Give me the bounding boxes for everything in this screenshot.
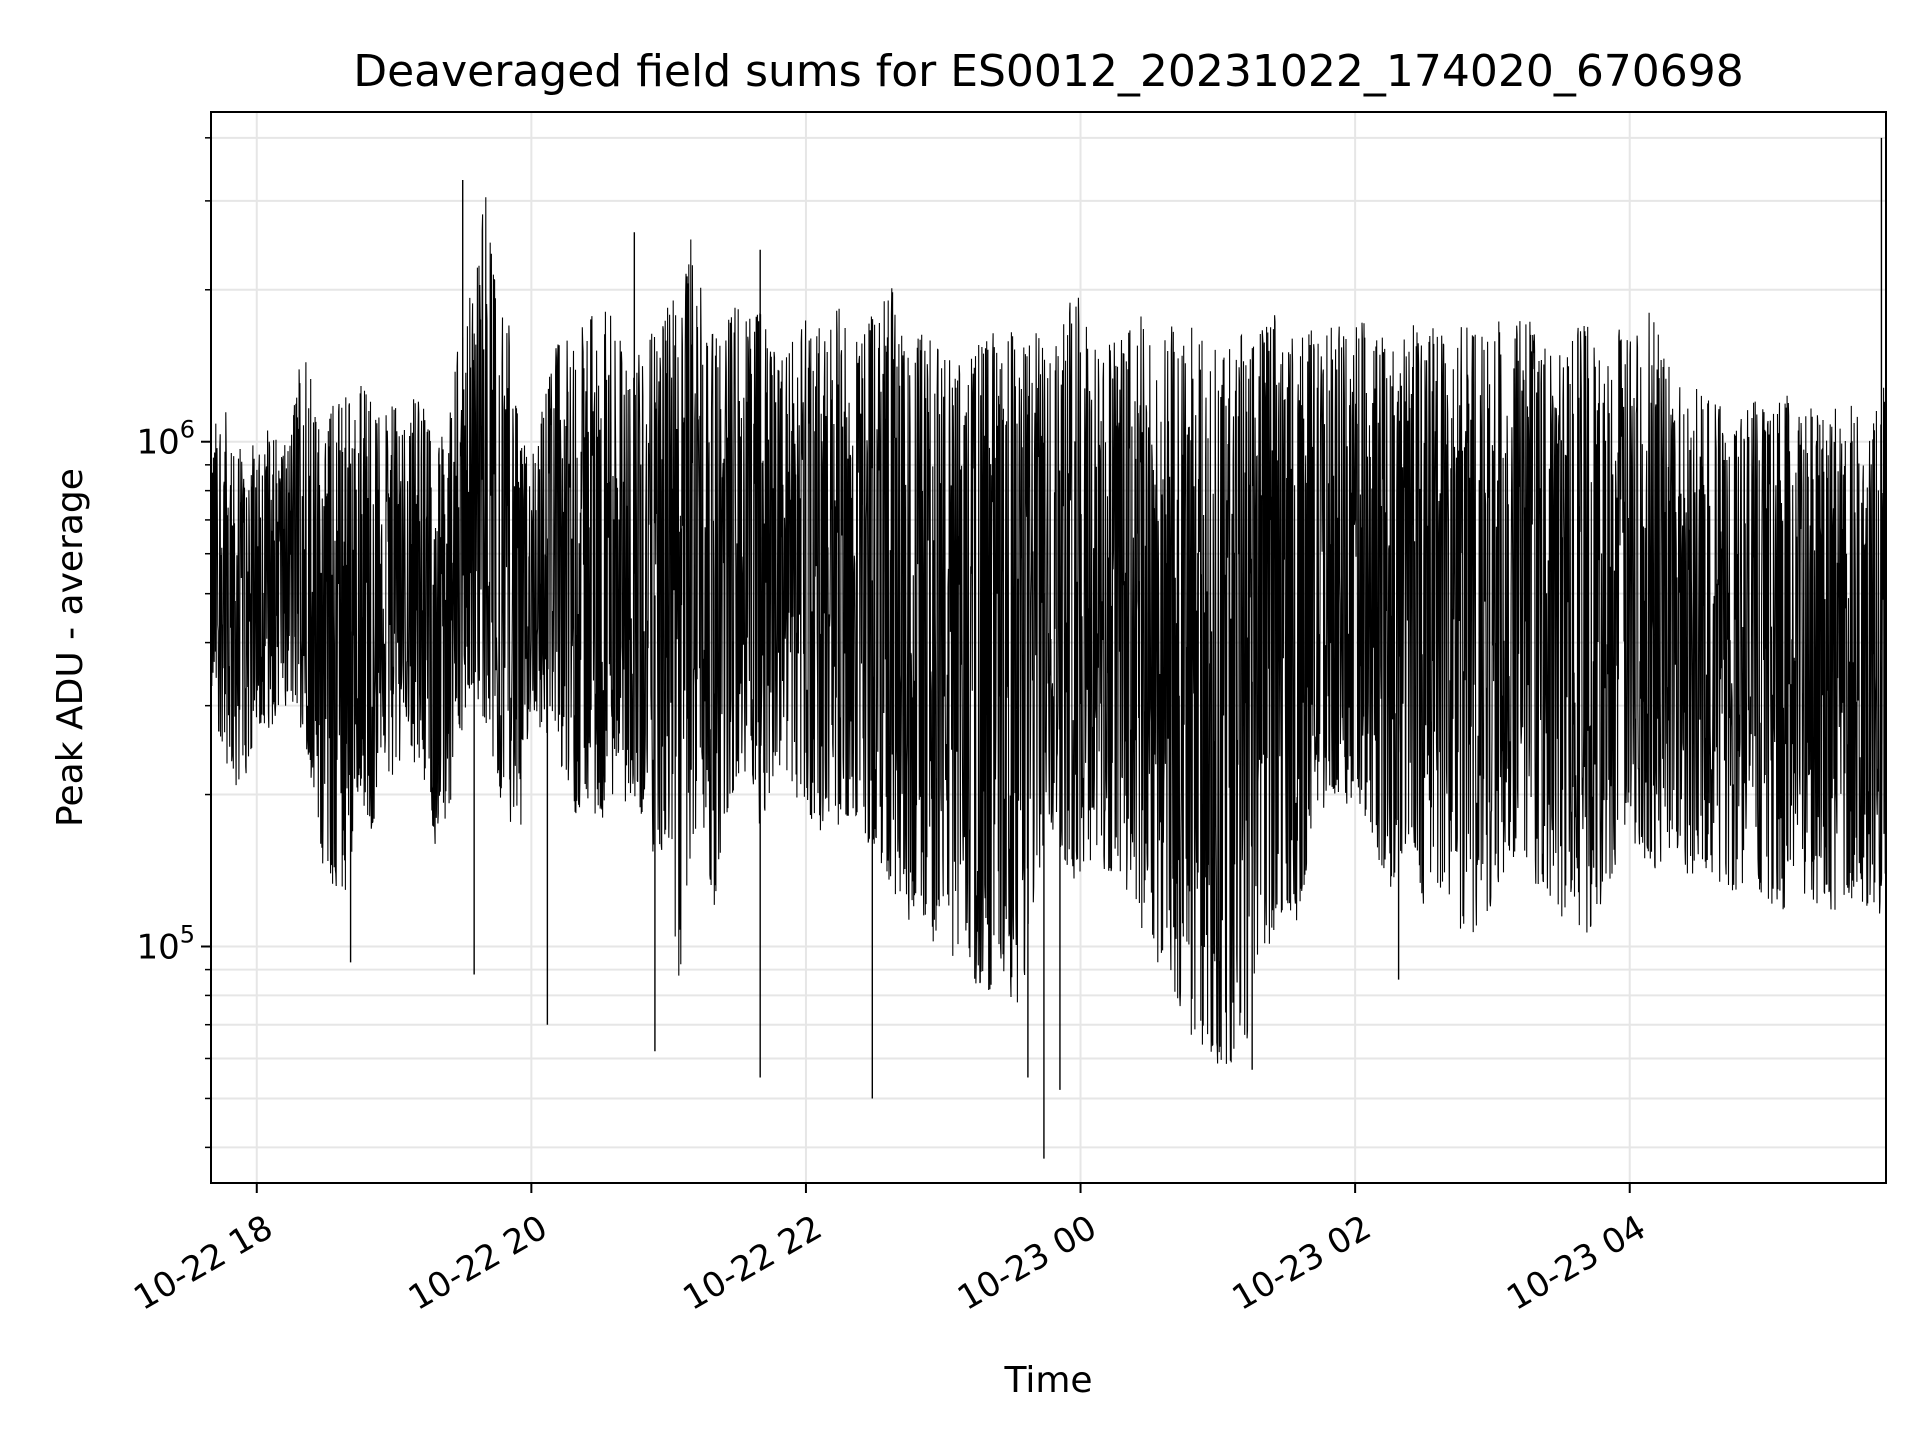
data-series (211, 137, 1886, 1159)
y-tick-label: 106 (136, 416, 195, 463)
chart-title: Deaveraged field sums for ES0012_2023102… (353, 46, 1744, 97)
plot-frame (210, 111, 1887, 1184)
x-axis-label: Time (1003, 1360, 1092, 1401)
y-axis-label: Peak ADU - average (50, 468, 91, 827)
series-line (211, 197, 1886, 1064)
y-axis: 105 106 (136, 137, 211, 1149)
y-tick-label: 105 (136, 921, 195, 968)
